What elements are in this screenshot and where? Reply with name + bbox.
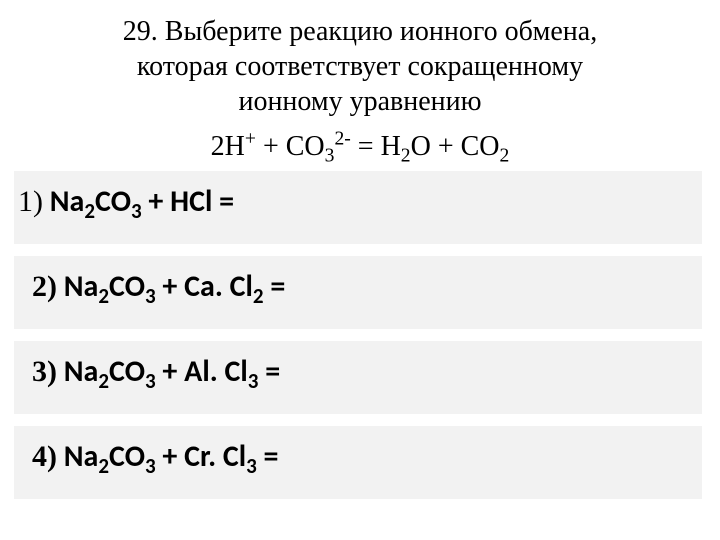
- eq-sup1: +: [245, 129, 256, 150]
- eq-sub1: 3: [325, 146, 335, 167]
- eq-sub3: 2: [500, 146, 510, 167]
- option-2[interactable]: 2) Na2CO3 + Ca. Cl2 =: [14, 256, 702, 329]
- option-formula: Na2CO3 + Ca. Cl2 =: [64, 268, 285, 305]
- eq-p3: = H: [351, 131, 401, 162]
- header-line-2: которая соответствует сокращенному: [137, 51, 583, 82]
- header-line-3: ионному уравнению: [238, 86, 481, 117]
- eq-p4: O + CO: [411, 131, 500, 162]
- ionic-equation: 2H+ + CO32- = H2O + CO2: [0, 131, 720, 163]
- option-formula: Na2CO3 + Cr. Cl3 =: [64, 438, 279, 475]
- option-number: 1): [18, 185, 43, 218]
- slide-container: 29. Выберите реакцию ионного обмена, кот…: [0, 0, 720, 540]
- option-formula: Na2CO3 + Al. Cl3 =: [64, 353, 280, 390]
- eq-p1: 2H: [211, 131, 245, 162]
- eq-sup2: 2-: [334, 129, 350, 150]
- option-4[interactable]: 4) Na2CO3 + Cr. Cl3 =: [14, 426, 702, 499]
- option-1[interactable]: 1) Na2CO3 + HCl =: [14, 171, 702, 244]
- eq-sub2: 2: [401, 146, 411, 167]
- header-line-1: 29. Выберите реакцию ионного обмена,: [123, 16, 597, 47]
- option-number: 4): [32, 440, 57, 473]
- option-number: 3): [32, 355, 57, 388]
- eq-p2: + CO: [256, 131, 325, 162]
- question-header: 29. Выберите реакцию ионного обмена, кот…: [0, 0, 720, 129]
- option-3[interactable]: 3) Na2CO3 + Al. Cl3 =: [14, 341, 702, 414]
- option-number: 2): [32, 270, 57, 303]
- option-formula: Na2CO3 + HCl =: [50, 183, 234, 220]
- options-list: 1) Na2CO3 + HCl = 2) Na2CO3 + Ca. Cl2 = …: [0, 171, 720, 499]
